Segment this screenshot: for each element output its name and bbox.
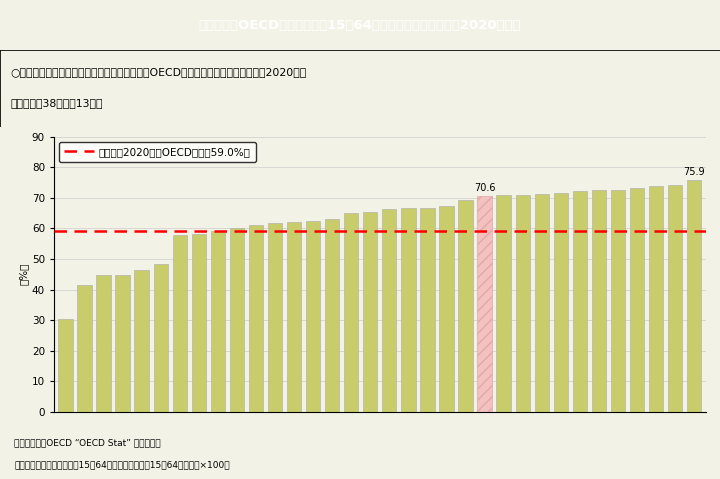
Text: （備考）１．OECD “OECD Stat” より作成。: （備考）１．OECD “OECD Stat” より作成。	[14, 438, 161, 447]
Bar	[535, 194, 549, 412]
Bar	[325, 219, 339, 412]
Text: ２．就業率は、「15～64歳就業者数」／「15～64歳人口」×100。: ２．就業率は、「15～64歳就業者数」／「15～64歳人口」×100。	[14, 460, 230, 469]
Bar	[572, 191, 587, 412]
Bar	[173, 235, 187, 412]
Bar	[249, 225, 263, 412]
Bar	[287, 222, 301, 412]
Text: ○我が国の女性の生産年齢人口の就業率を他のOECD諸国と比較すると、令和２（2020）年: ○我が国の女性の生産年齢人口の就業率を他のOECD諸国と比較すると、令和２（20…	[11, 67, 307, 77]
Text: 75.9: 75.9	[683, 167, 705, 177]
Bar	[401, 208, 415, 412]
Bar	[58, 319, 73, 412]
Bar	[268, 223, 282, 412]
Bar	[687, 180, 701, 412]
Bar	[439, 205, 454, 412]
Bar	[516, 194, 530, 412]
Bar	[420, 208, 435, 412]
Bar	[77, 285, 91, 412]
Bar	[135, 270, 149, 412]
Bar	[306, 221, 320, 412]
Bar	[630, 188, 644, 412]
Bar	[115, 275, 130, 412]
Y-axis label: （%）: （%）	[19, 263, 29, 285]
Bar	[668, 185, 683, 412]
Bar	[344, 213, 359, 412]
Bar	[382, 209, 397, 412]
Bar	[211, 231, 225, 412]
Bar	[649, 186, 663, 412]
Bar	[363, 212, 377, 412]
Bar	[497, 195, 510, 412]
Text: において38か国中13位。: において38か国中13位。	[11, 98, 103, 108]
Text: ２－３図　OECD諸国の女性（15～64歳）の就業率（令和２（2020）年）: ２－３図 OECD諸国の女性（15～64歳）の就業率（令和２（2020）年）	[199, 19, 521, 32]
Bar	[192, 234, 206, 412]
Bar	[230, 228, 244, 412]
Legend: 令和２（2020）年OECD平均（59.0%）: 令和２（2020）年OECD平均（59.0%）	[59, 142, 256, 162]
Text: 70.6: 70.6	[474, 183, 495, 194]
Bar	[96, 275, 111, 412]
Bar	[554, 193, 568, 412]
Bar	[611, 190, 625, 412]
Bar	[459, 200, 473, 412]
Bar	[592, 190, 606, 412]
Bar	[477, 196, 492, 412]
Bar	[153, 264, 168, 412]
